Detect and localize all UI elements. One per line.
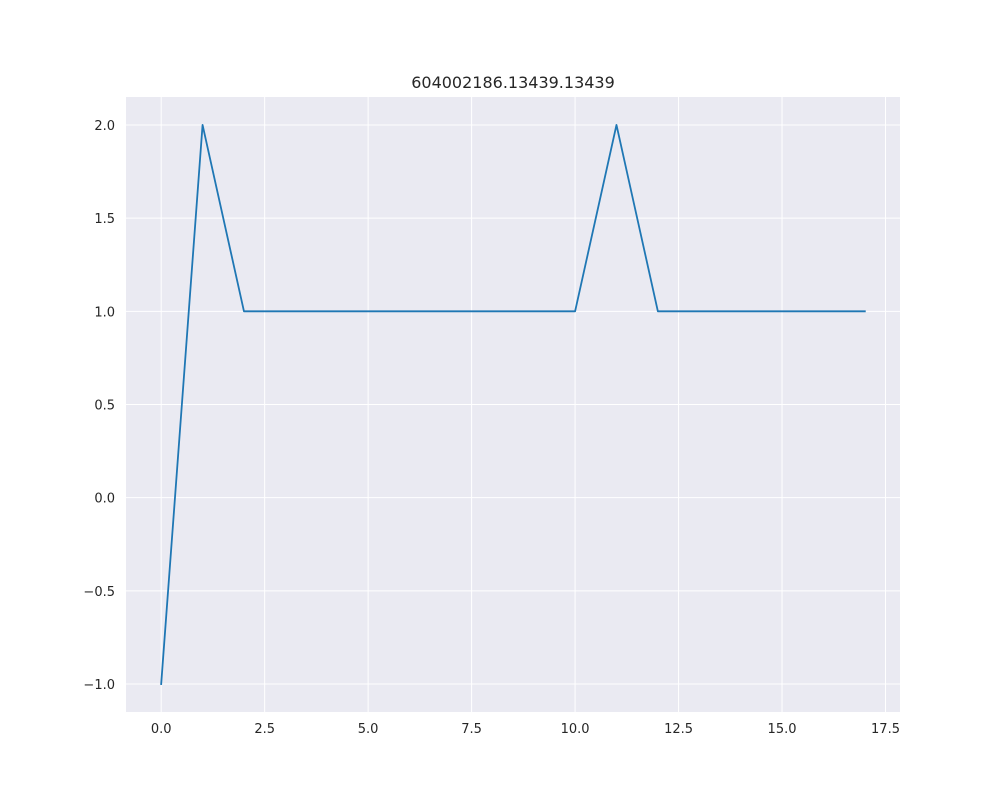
y-tick-label: 1.0 xyxy=(94,305,115,320)
y-tick-label: 2.0 xyxy=(94,119,115,134)
x-tick-label: 12.5 xyxy=(664,722,693,737)
x-tick-label: 17.5 xyxy=(871,722,900,737)
x-tick-label: 0.0 xyxy=(151,722,172,737)
x-tick-label: 2.5 xyxy=(254,722,275,737)
y-tick-label: 0.0 xyxy=(94,492,115,507)
y-tick-labels: −1.0 −0.5 0.0 0.5 1.0 1.5 2.0 xyxy=(83,119,115,693)
y-tick-label: 1.5 xyxy=(94,212,115,227)
x-tick-label: 7.5 xyxy=(461,722,482,737)
x-tick-labels: 0.0 2.5 5.0 7.5 10.0 12.5 15.0 17.5 xyxy=(151,722,900,737)
y-tick-label: −1.0 xyxy=(83,678,115,693)
y-tick-label: 0.5 xyxy=(94,399,115,414)
x-tick-label: 5.0 xyxy=(358,722,379,737)
series-layer xyxy=(160,124,866,686)
y-tick-label: −0.5 xyxy=(83,585,115,600)
y-gridlines xyxy=(126,124,900,685)
x-tick-label: 10.0 xyxy=(561,722,590,737)
chart-title: 604002186.13439.13439 xyxy=(411,73,615,92)
x-tick-label: 15.0 xyxy=(768,722,797,737)
series-line xyxy=(160,124,866,686)
